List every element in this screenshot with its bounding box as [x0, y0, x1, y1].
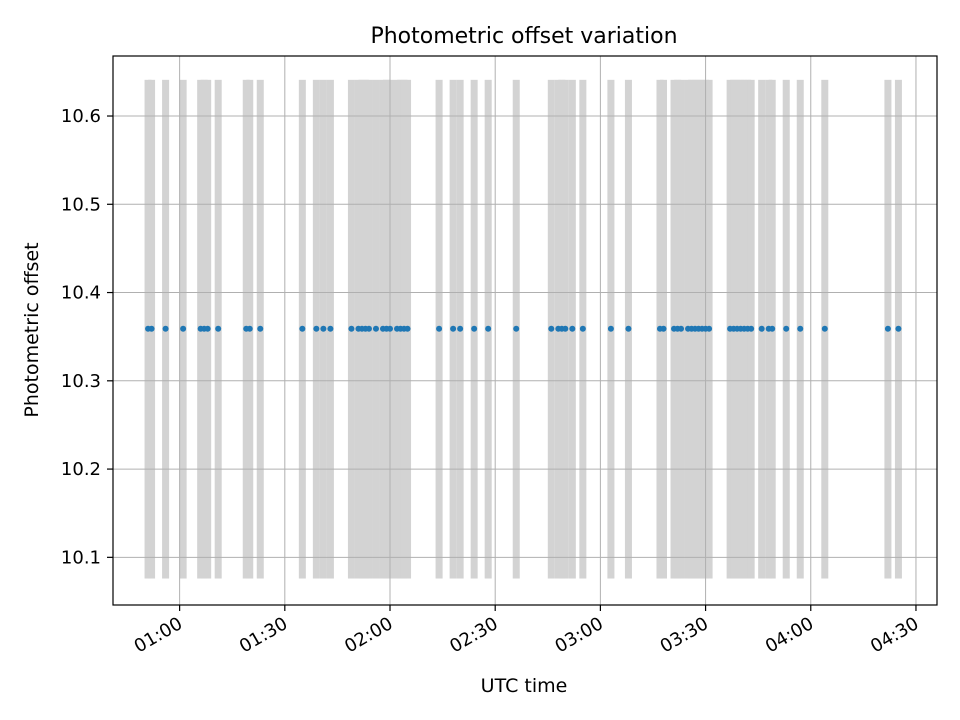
- data-point-0-43: [660, 325, 667, 332]
- x-axis-title: UTC time: [481, 675, 568, 697]
- data-point-0-3: [180, 325, 187, 332]
- data-point-0-63: [769, 325, 776, 332]
- data-point-0-68: [895, 325, 902, 332]
- data-point-0-27: [404, 325, 411, 332]
- data-point-0-10: [257, 325, 264, 332]
- y-tick-label-5: 10.6: [61, 106, 101, 127]
- data-point-0-31: [471, 325, 478, 332]
- data-point-0-65: [797, 325, 804, 332]
- data-point-0-46: [678, 325, 685, 332]
- data-point-0-32: [485, 325, 492, 332]
- data-point-0-41: [625, 325, 632, 332]
- points-layer: [145, 325, 902, 332]
- data-point-0-64: [783, 325, 790, 332]
- data-point-0-14: [327, 325, 334, 332]
- data-point-0-40: [607, 325, 614, 332]
- data-point-0-61: [758, 325, 765, 332]
- plot-frame: [112, 55, 938, 606]
- data-point-0-6: [204, 325, 211, 332]
- y-tick-label-3: 10.4: [61, 283, 101, 304]
- y-tick-label-1: 10.2: [61, 459, 101, 480]
- data-point-0-1: [148, 325, 155, 332]
- data-point-0-9: [246, 325, 253, 332]
- data-point-0-66: [821, 325, 828, 332]
- data-point-0-60: [748, 325, 755, 332]
- y-tick-label-0: 10.1: [61, 547, 101, 568]
- data-point-0-28: [436, 325, 443, 332]
- data-point-0-39: [579, 325, 586, 332]
- data-point-0-13: [320, 325, 327, 332]
- y-tick-label-2: 10.3: [61, 371, 101, 392]
- data-point-0-23: [387, 325, 394, 332]
- y-axis-title: Photometric offset: [21, 242, 43, 417]
- chart-title: Photometric offset variation: [370, 24, 677, 49]
- grid-layer: [113, 56, 937, 605]
- data-point-0-34: [548, 325, 555, 332]
- data-point-0-29: [450, 325, 457, 332]
- data-point-0-20: [372, 325, 379, 332]
- data-point-0-53: [706, 325, 713, 332]
- data-point-0-15: [348, 325, 355, 332]
- y-axis: 10.1 10.2 10.3 10.4 10.5 10.6: [61, 106, 113, 568]
- data-point-0-19: [365, 325, 372, 332]
- data-point-0-38: [569, 325, 576, 332]
- data-point-0-67: [884, 325, 891, 332]
- data-point-0-12: [313, 325, 320, 332]
- data-point-0-7: [215, 325, 222, 332]
- data-point-0-30: [457, 325, 464, 332]
- data-point-0-37: [562, 325, 569, 332]
- y-tick-label-4: 10.5: [61, 194, 101, 215]
- data-point-0-2: [162, 325, 169, 332]
- data-point-0-11: [299, 325, 306, 332]
- data-point-0-33: [513, 325, 520, 332]
